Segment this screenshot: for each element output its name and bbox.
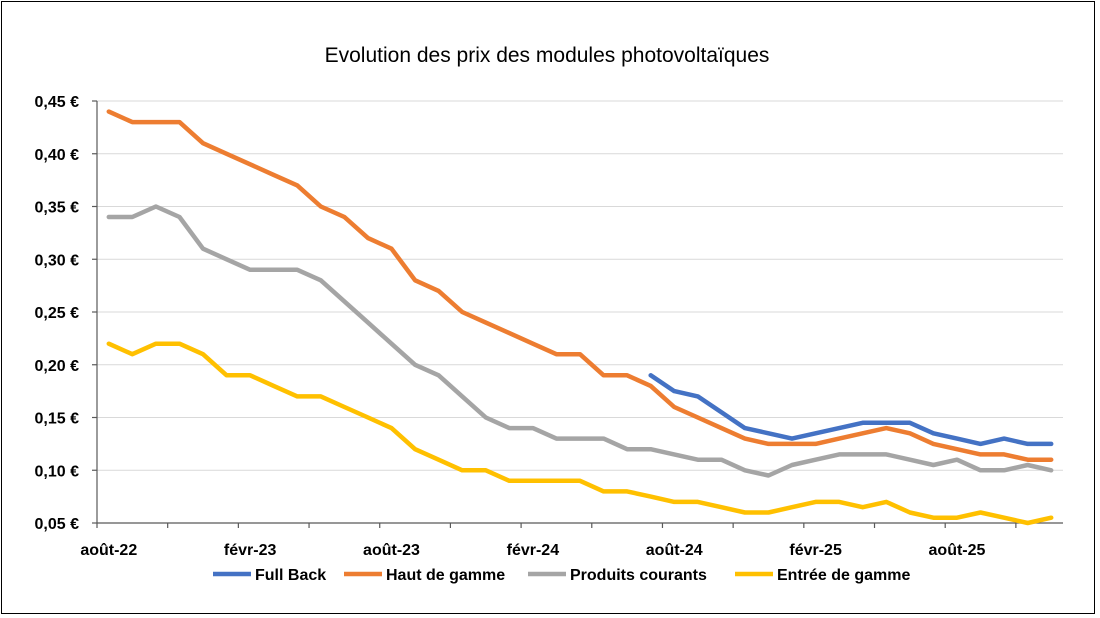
- y-tick-label: 0,20 €: [35, 358, 80, 375]
- y-tick-label: 0,45 €: [35, 94, 80, 111]
- series-line-full-back: [648, 373, 1054, 447]
- x-tick-label: févr-25: [789, 542, 842, 559]
- x-tick-label: août-22: [80, 542, 137, 559]
- y-tick-label: 0,15 €: [35, 411, 80, 428]
- y-tick-label: 0,05 €: [35, 516, 80, 533]
- x-tick-labels: août-22 févr-23 août-23 févr-24 août-24 févr-…: [80, 542, 985, 559]
- legend-label-haut-de-gamme: Haut de gamme: [386, 567, 505, 584]
- x-tick-label: févr-23: [224, 542, 277, 559]
- y-tick-label: 0,10 €: [35, 463, 80, 480]
- x-tick-label: août-23: [363, 542, 420, 559]
- legend-label-full-back: Full Back: [255, 567, 326, 584]
- series-line-entree-de-gamme: [106, 341, 1054, 526]
- x-tick-label: août-25: [929, 542, 986, 559]
- series-line-haut-de-gamme: [106, 109, 1054, 462]
- axes: [92, 100, 1063, 528]
- chart-title: Evolution des prix des modules photovolt…: [325, 44, 770, 67]
- y-tick-label: 0,35 €: [35, 200, 80, 217]
- legend-label-entree-de-gamme: Entrée de gamme: [777, 567, 910, 584]
- y-tick-labels: 0,05 € 0,10 € 0,15 € 0,20 € 0,25 € 0,30 € 0,35…: [35, 94, 80, 533]
- legend: Full Back Haut de gamme Produits courants E…: [213, 567, 910, 584]
- gridlines: [97, 100, 1063, 471]
- x-tick-label: août-24: [646, 542, 703, 559]
- legend-label-produits-courants: Produits courants: [570, 567, 707, 584]
- series-lines: [106, 109, 1054, 526]
- y-tick-label: 0,30 €: [35, 252, 80, 269]
- y-tick-label: 0,40 €: [35, 147, 80, 164]
- series-line-produits-courants: [106, 204, 1054, 478]
- y-tick-label: 0,25 €: [35, 305, 80, 322]
- x-tick-label: févr-24: [507, 542, 560, 559]
